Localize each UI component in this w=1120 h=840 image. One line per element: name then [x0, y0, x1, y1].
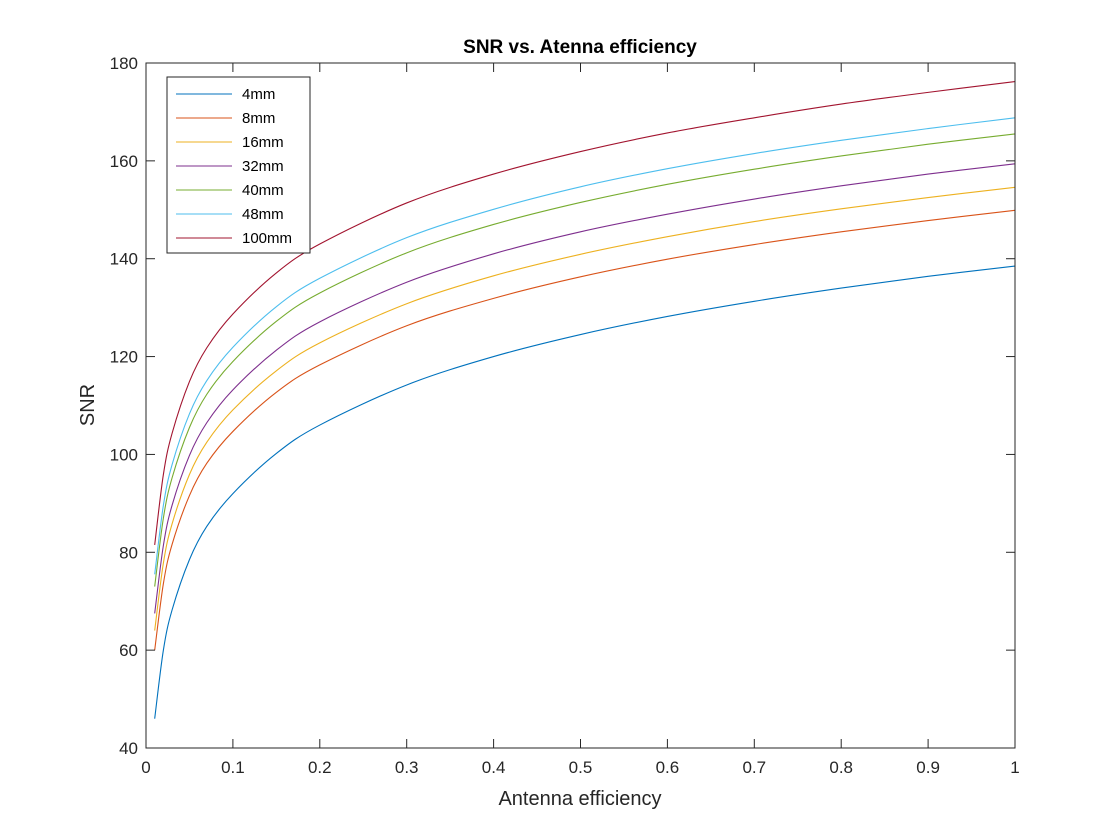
chart-title: SNR vs. Atenna efficiency	[463, 37, 697, 58]
x-tick-label: 0.7	[742, 758, 766, 777]
y-tick-label: 60	[119, 641, 138, 660]
y-tick-label: 80	[119, 543, 138, 562]
axis-tick-labels: 0 0.1 0.2 0.3 0.4 0.5 0.6 0.7 0.8 0.9 140608010012…	[110, 54, 1020, 777]
legend: 4mm 8mm 16mm 32mm 40mm 48mm 100mm	[166, 76, 311, 254]
legend-label: 48mm	[242, 206, 284, 223]
y-tick-label: 140	[110, 250, 138, 269]
legend-label: 100mm	[242, 230, 292, 247]
y-axis-title: SNR	[77, 384, 99, 426]
x-tick-label: 0.4	[482, 758, 506, 777]
x-tick-label: 0.6	[656, 758, 680, 777]
series-line-40mm	[154, 133, 1016, 587]
y-tick-label: 180	[110, 54, 138, 73]
x-tick-label: 0.3	[395, 758, 419, 777]
legend-box	[166, 76, 311, 254]
axis-ticks	[145, 62, 1016, 749]
y-tick-label: 40	[119, 739, 138, 758]
x-tick-label: 0.9	[916, 758, 940, 777]
x-tick-label: 0.2	[308, 758, 332, 777]
series-line-48mm	[154, 117, 1016, 575]
x-tick-label: 0.5	[569, 758, 593, 777]
series-line-16mm	[154, 186, 1016, 631]
y-tick-label: 160	[110, 152, 138, 171]
series-line-32mm	[154, 163, 1016, 614]
x-tick-label: 0.1	[221, 758, 245, 777]
series-line-4mm	[154, 265, 1016, 719]
legend-label: 4mm	[242, 86, 275, 103]
legend-label: 40mm	[242, 182, 284, 199]
legend-label: 32mm	[242, 158, 284, 175]
x-tick-label: 1	[1010, 758, 1019, 777]
x-tick-label: 0.8	[829, 758, 853, 777]
x-axis-title: Antenna efficiency	[498, 788, 661, 810]
series-line-8mm	[154, 209, 1016, 651]
y-tick-label: 120	[110, 348, 138, 367]
legend-label: 16mm	[242, 134, 284, 151]
series-line-100mm	[154, 81, 1016, 546]
series-lines	[154, 81, 1016, 719]
legend-label: 8mm	[242, 110, 275, 127]
y-tick-label: 100	[110, 445, 138, 464]
x-tick-label: 0	[141, 758, 150, 777]
